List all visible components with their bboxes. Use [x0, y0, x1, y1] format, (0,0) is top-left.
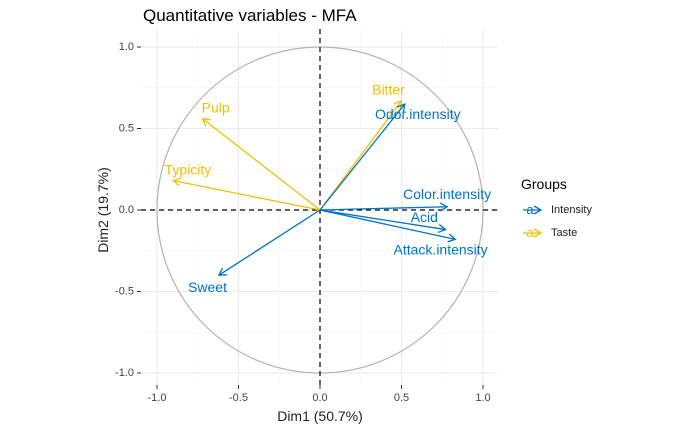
legend: Groups a Intensity a Taste: [521, 176, 592, 240]
arrow-shaft: [202, 118, 321, 211]
arrow-shaft: [319, 100, 403, 211]
arrow-shaft: [173, 180, 321, 211]
arrow-head: [217, 267, 227, 276]
legend-label: Taste: [551, 227, 577, 239]
arrow-shaft: [218, 209, 321, 276]
arrow-attack-intensity: [319, 209, 457, 243]
arrow-head: [172, 177, 182, 187]
arrow-pulp: [201, 117, 321, 211]
label-odor-intensity: Odor.intensity: [375, 106, 461, 122]
legend-key-glyph: a: [526, 202, 534, 217]
arrow-head: [439, 202, 449, 212]
arrow-head: [533, 205, 543, 215]
label-pulp: Pulp: [202, 100, 230, 116]
arrow-head: [201, 117, 211, 127]
label-acid: Acid: [411, 209, 438, 225]
x-tick-label: -0.5: [229, 392, 248, 404]
arrow-head: [437, 224, 447, 234]
zero-lines: [141, 29, 498, 385]
x-tick-label: 0.0: [312, 392, 327, 404]
arrow-head: [447, 233, 457, 243]
arrow-head: [397, 103, 406, 113]
arrow-odor-intensity: [319, 103, 406, 211]
y-tick-label: 0.0: [119, 204, 134, 216]
x-tick-label: 0.5: [394, 392, 409, 404]
axis-ticks: -1.0 -0.5 0.0 0.5 1.0 -1.0 -0.5 0.0 0.5 1.0: [115, 41, 491, 404]
legend-title: Groups: [521, 176, 567, 192]
legend-key-arrow: [523, 228, 543, 238]
arrow-shaft: [319, 206, 448, 211]
variable-arrows: [172, 99, 457, 276]
label-sweet: Sweet: [188, 279, 227, 295]
arrow-shaft: [319, 103, 406, 211]
arrow-shaft: [319, 209, 446, 231]
legend-key-glyph: a: [526, 225, 534, 240]
arrow-shaft: [319, 209, 456, 240]
arrow-typicity: [172, 177, 321, 211]
arrow-head: [533, 228, 543, 238]
y-tick-label: -1.0: [115, 367, 134, 379]
arrow-color-intensity: [319, 202, 449, 212]
chart-title: Quantitative variables - MFA: [143, 6, 357, 25]
y-axis-title: Dim2 (19.7%): [95, 167, 111, 253]
variable-labels: Bitter Odor.intensity Pulp Typicity Color.in…: [165, 82, 491, 295]
y-tick-label: 1.0: [119, 41, 134, 53]
label-bitter: Bitter: [372, 82, 405, 98]
y-tick-label: -0.5: [115, 285, 134, 297]
label-typicity: Typicity: [165, 162, 212, 178]
x-tick-label: -1.0: [148, 392, 167, 404]
label-color-intensity: Color.intensity: [403, 186, 491, 202]
x-tick-label: 1.0: [475, 392, 490, 404]
legend-entry-intensity: a Intensity: [523, 202, 592, 217]
legend-entry-taste: a Taste: [523, 225, 577, 240]
arrow-sweet: [217, 209, 321, 276]
legend-label: Intensity: [551, 204, 592, 216]
label-attack-intensity: Attack.intensity: [394, 241, 488, 257]
arrow-acid: [319, 209, 447, 234]
x-axis-title: Dim1 (50.7%): [277, 408, 363, 424]
y-tick-label: 0.5: [119, 122, 134, 134]
legend-key-arrow: [523, 205, 543, 215]
